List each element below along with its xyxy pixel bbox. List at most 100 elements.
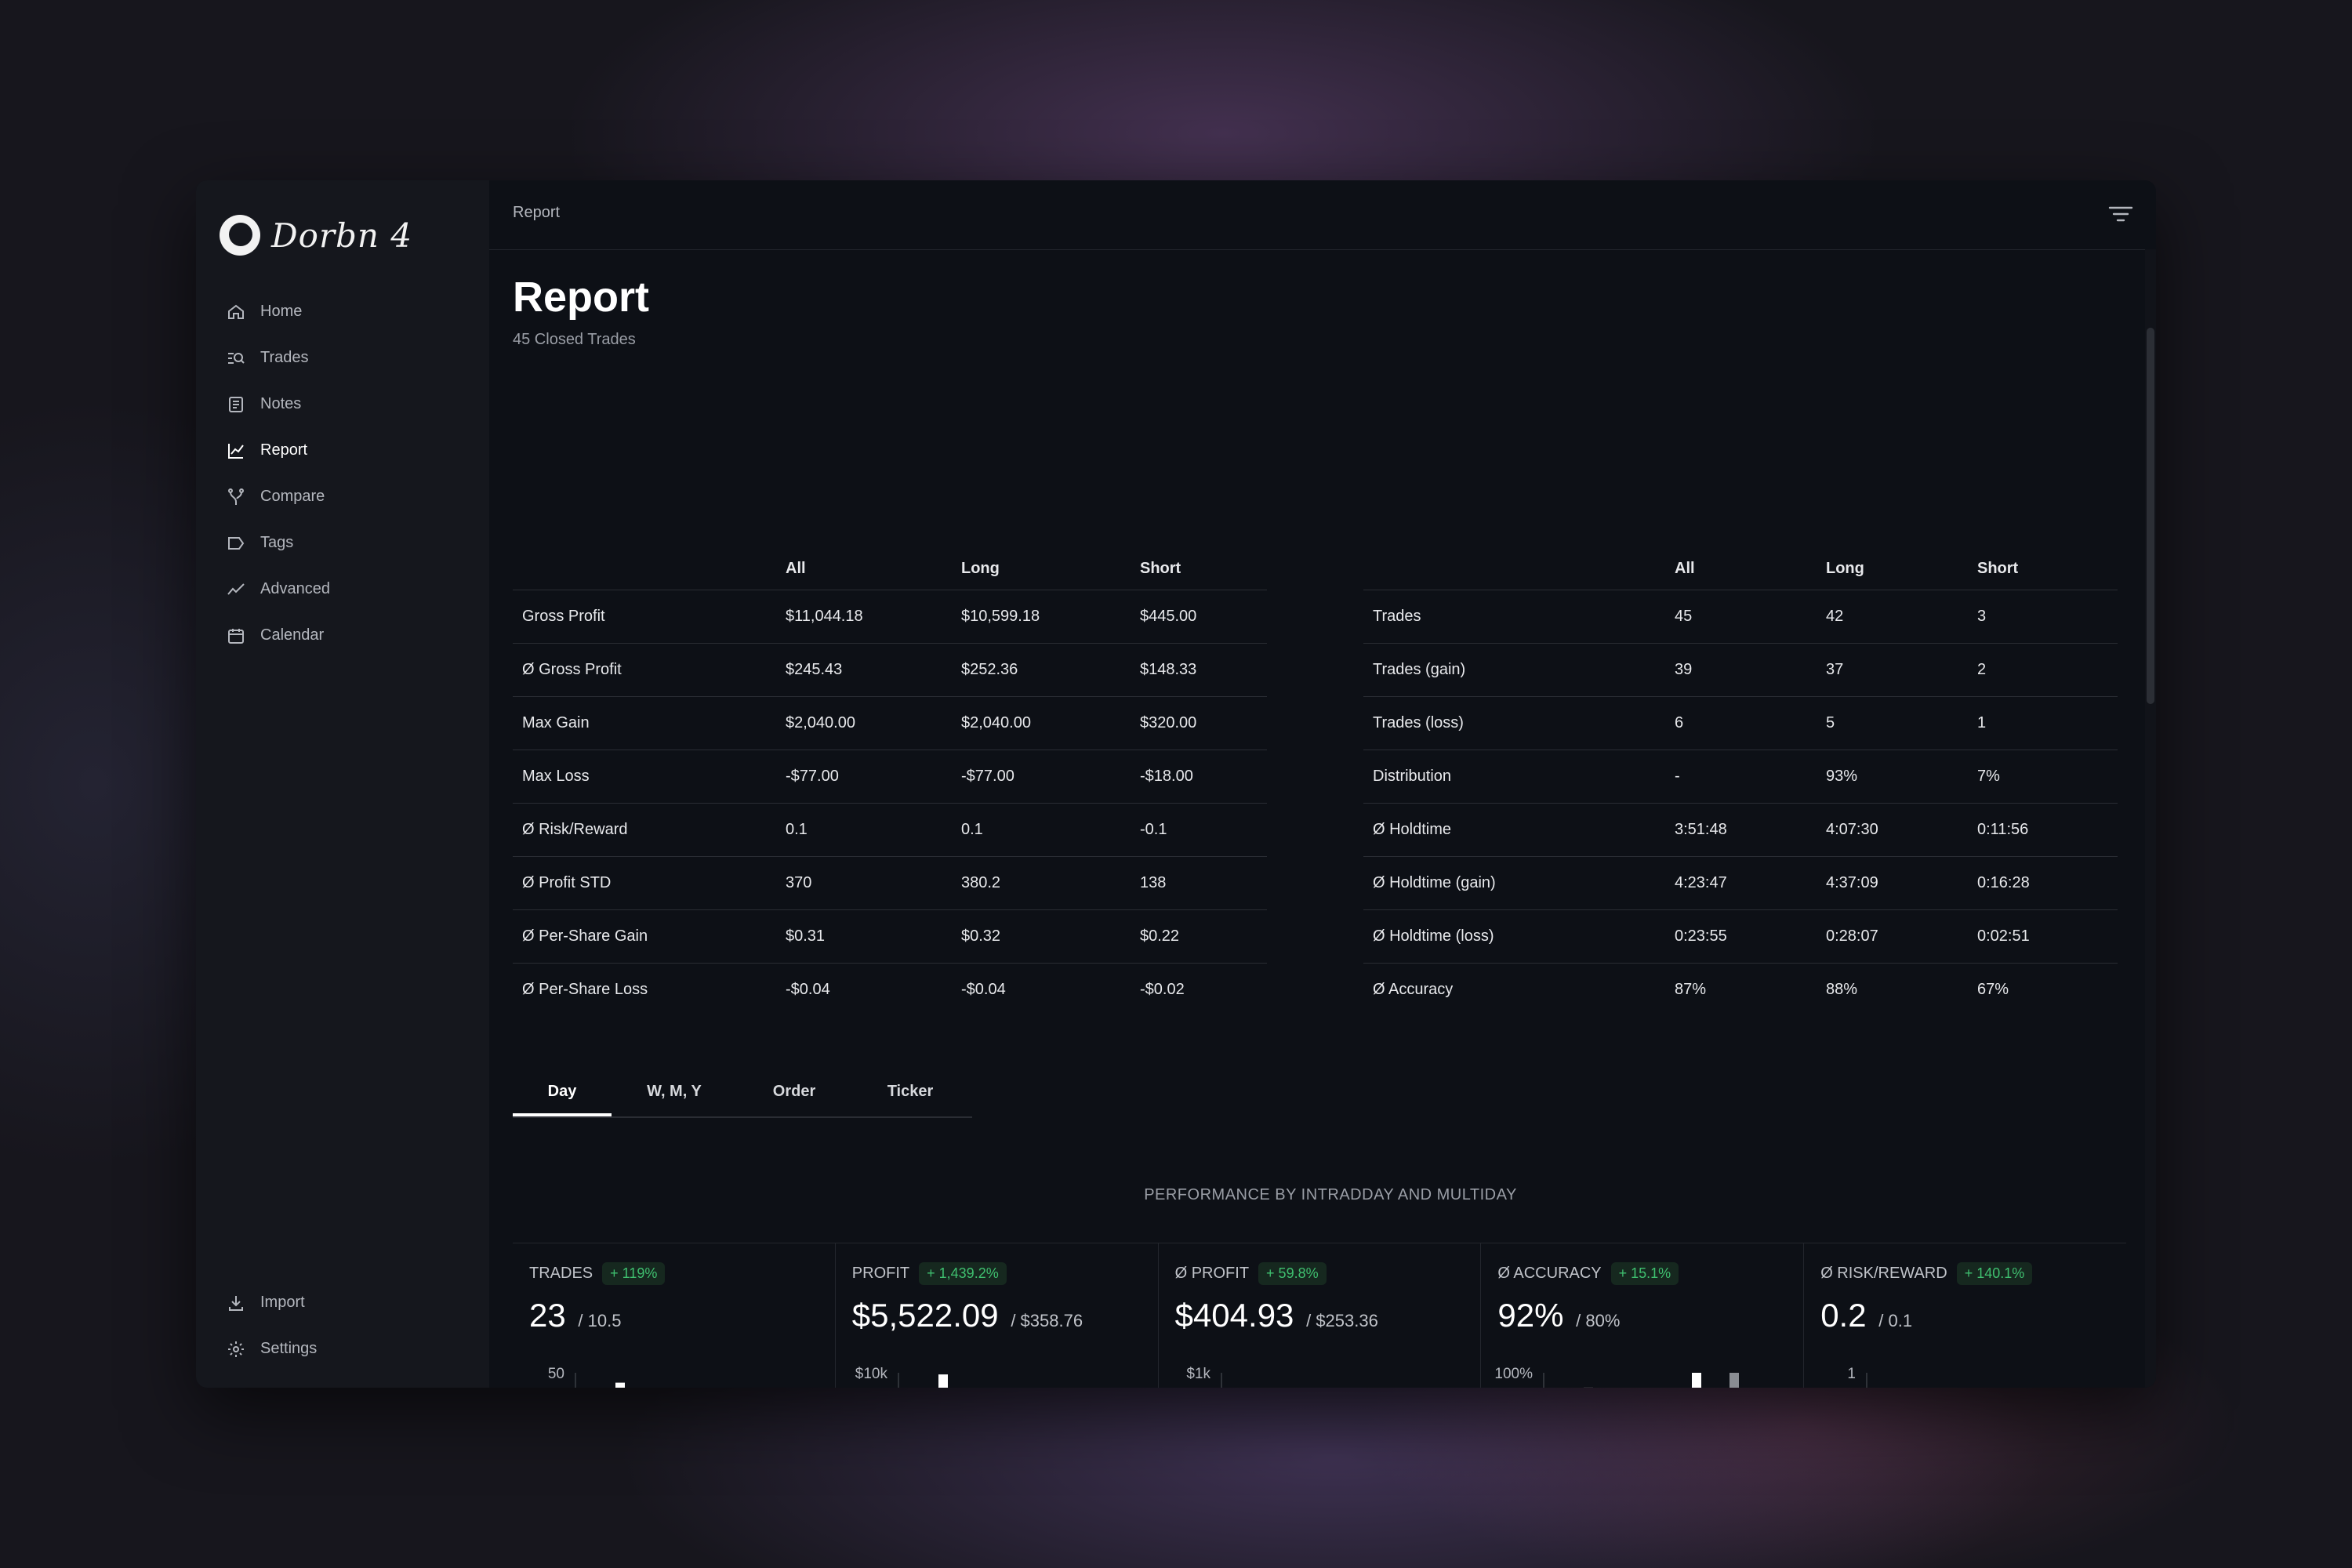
table-row: Ø Per-Share Gain $0.31 $0.32 $0.22	[513, 909, 1267, 964]
scrollbar-thumb[interactable]	[2147, 328, 2154, 704]
card-label: TRADES	[529, 1265, 593, 1282]
table-header-cell: Short	[1131, 547, 1267, 590]
sidebar-item-settings[interactable]: Settings	[196, 1326, 489, 1372]
cell-long: 5	[1817, 696, 1968, 750]
row-label: Ø Accuracy	[1373, 981, 1454, 998]
cell-short: -$0.02	[1140, 981, 1185, 998]
cell-all: 3:51:48	[1665, 803, 1817, 857]
y-tick-label: 1	[1848, 1366, 1857, 1382]
card-label: PROFIT	[851, 1265, 910, 1282]
stats-table-trades: All Long Short Trades 45 42 3 Trades (gain)…	[1363, 547, 2118, 1016]
tab-wmy[interactable]: W, M, Y	[647, 1082, 702, 1100]
cell-long: $2,040.00	[952, 696, 1131, 750]
filter-icon[interactable]	[2107, 202, 2134, 226]
table-row: Distribution -93% 7%	[1363, 750, 2118, 804]
table-header-cell: Long	[952, 547, 1131, 590]
y-tick-label: 100%	[1495, 1366, 1534, 1382]
card-accuracy: Ø ACCURACY + 15.1% 92% / 80% 100% 0% intrad…	[1481, 1243, 1805, 1388]
row-label: Ø Holdtime (gain)	[1363, 856, 1665, 910]
sidebar-item-report[interactable]: Report	[196, 427, 489, 474]
sidebar-item-label: Notes	[260, 395, 302, 412]
sidebar-item-calendar[interactable]: Calendar	[196, 612, 489, 659]
tag-icon	[226, 533, 246, 554]
cell-short: -0.1	[1131, 803, 1267, 857]
cell-long: 88%	[1826, 981, 1858, 998]
cell-short: 1	[1968, 696, 2118, 750]
bar	[615, 1382, 625, 1388]
cell-short: -$18.00	[1131, 750, 1267, 804]
cell-short: $445.00	[1131, 590, 1267, 644]
table-row: Trades 45 42 3	[1363, 590, 2118, 644]
table-header-row: All Long Short	[1363, 547, 2118, 590]
row-label: Distribution	[1363, 750, 1665, 804]
sidebar-item-label: Trades	[260, 349, 309, 366]
y-tick-label: 50	[548, 1366, 564, 1382]
sidebar-item-import[interactable]: Import	[196, 1279, 489, 1326]
tab-ticker[interactable]: Ticker	[887, 1082, 934, 1100]
cell-short: 67%	[1977, 981, 2009, 998]
import-icon	[226, 1293, 246, 1313]
tab-order[interactable]: Order	[772, 1082, 816, 1100]
top-bar: Report	[489, 180, 2156, 250]
sidebar-item-notes[interactable]: Notes	[196, 381, 489, 427]
page-title: Report	[513, 274, 649, 321]
row-label: Ø Holdtime	[1363, 803, 1665, 857]
sidebar-item-tags[interactable]: Tags	[196, 520, 489, 566]
card-label: Ø RISK/REWARD	[1820, 1265, 1947, 1282]
table-header-cell	[1363, 547, 1665, 590]
cell-all: 4:23:47	[1665, 856, 1817, 910]
table-row: Ø Accuracy 87% 88% 67%	[1363, 964, 2118, 1017]
table-header-cell: Short	[1968, 547, 2118, 590]
logo[interactable]: Dorbn 4	[220, 212, 412, 259]
sidebar-item-label: Compare	[260, 488, 325, 505]
sidebar-item-trades[interactable]: Trades	[196, 335, 489, 381]
chart-icon	[226, 441, 246, 461]
change-badge: + 59.8%	[1258, 1262, 1327, 1285]
card-value: 92%	[1497, 1297, 1564, 1334]
trend-icon	[226, 579, 246, 600]
row-label: Max Loss	[513, 750, 776, 804]
cell-long: -$0.04	[961, 981, 1006, 998]
cell-long: $252.36	[952, 643, 1131, 697]
cell-short: $148.33	[1131, 643, 1267, 697]
card-subvalue: / $358.76	[1011, 1311, 1083, 1330]
row-label: Trades	[1363, 590, 1665, 644]
cell-long: 93%	[1817, 750, 1968, 804]
breadcrumb[interactable]: Report	[513, 204, 561, 221]
row-label: Ø Holdtime (loss)	[1363, 909, 1665, 964]
scrollbar[interactable]	[2145, 249, 2156, 1388]
change-badge: + 1,439.2%	[919, 1262, 1007, 1285]
sidebar-item-home[interactable]: Home	[196, 289, 489, 335]
sidebar-item-label: Home	[260, 303, 303, 320]
cell-short: $320.00	[1131, 696, 1267, 750]
card-value: 23	[529, 1297, 566, 1334]
stats-table-profit: All Long Short Gross Profit $11,044.18 $10…	[513, 547, 1267, 1016]
cell-long: 0.1	[952, 803, 1131, 857]
gear-icon	[226, 1339, 246, 1359]
cell-all: 0:23:55	[1665, 909, 1817, 964]
main-content: Report Report 45 Closed Trades All Long …	[489, 180, 2156, 1388]
row-label: Trades (gain)	[1363, 643, 1665, 697]
notes-icon	[226, 394, 246, 415]
table-row: Ø Holdtime 3:51:48 4:07:30 0:11:56	[1363, 803, 2118, 857]
table-row: Max Gain $2,040.00 $2,040.00 $320.00	[513, 696, 1267, 750]
cell-short: 3	[1968, 590, 2118, 644]
row-label: Trades (loss)	[1363, 696, 1665, 750]
cell-short: 0:11:56	[1968, 803, 2118, 857]
row-label: Max Gain	[513, 696, 776, 750]
row-label: Ø Per-Share Gain	[513, 909, 776, 964]
card-value: $5,522.09	[851, 1297, 999, 1334]
sidebar: Dorbn 4 Home Trades Notes Report Compare	[196, 180, 489, 1388]
table-header-row: All Long Short	[513, 547, 1267, 590]
sidebar-item-compare[interactable]: Compare	[196, 474, 489, 520]
sidebar-item-label: Report	[260, 441, 308, 459]
cell-long: 0:28:07	[1817, 909, 1968, 964]
row-label: Gross Profit	[513, 590, 776, 644]
sidebar-item-advanced[interactable]: Advanced	[196, 566, 489, 612]
cell-long: $10,599.18	[952, 590, 1131, 644]
row-label: Ø Profit STD	[513, 856, 776, 910]
card-avg-profit: Ø PROFIT + 59.8% $404.93 / $253.36 $1k $0 i…	[1159, 1243, 1482, 1388]
tab-day[interactable]: Day	[513, 1066, 612, 1116]
card-value: $404.93	[1174, 1297, 1294, 1334]
sidebar-item-label: Calendar	[260, 626, 325, 644]
